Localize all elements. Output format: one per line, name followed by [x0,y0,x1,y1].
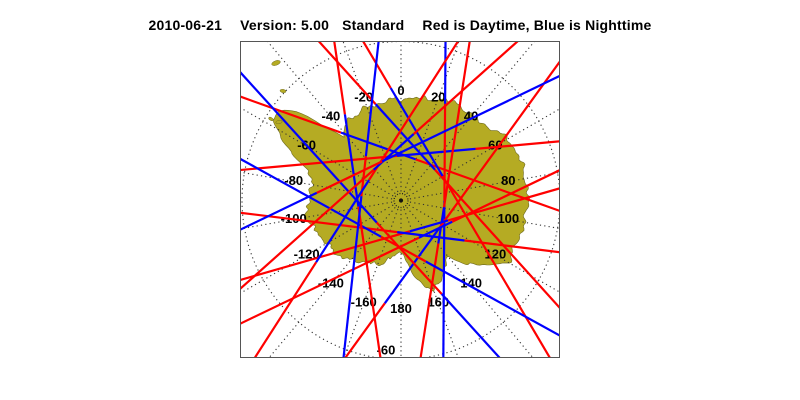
svg-text:100: 100 [497,211,519,226]
svg-text:-140: -140 [318,275,344,290]
svg-text:-40: -40 [322,108,341,123]
svg-text:80: 80 [501,173,515,188]
svg-text:0: 0 [397,83,404,98]
svg-text:180: 180 [390,301,412,316]
svg-text:20: 20 [431,90,445,105]
